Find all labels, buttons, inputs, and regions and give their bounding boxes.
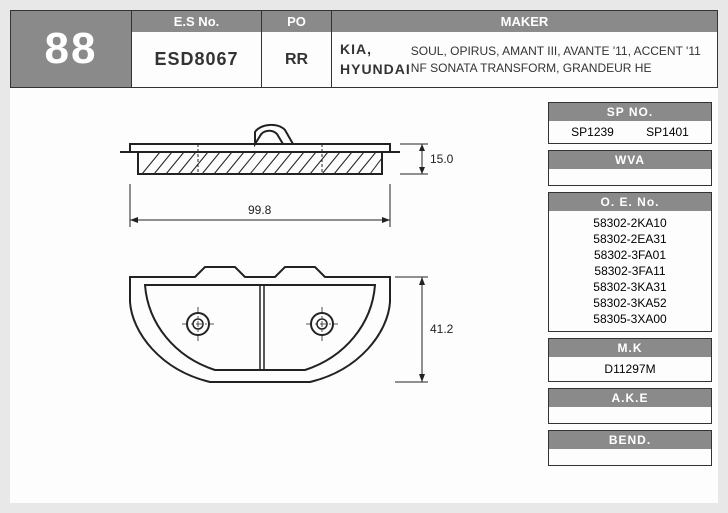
- label-po: PO: [261, 11, 331, 32]
- label-oe-no: O. E. No.: [549, 193, 711, 211]
- po-value: RR: [261, 32, 331, 87]
- box-mk: M.K D11297M: [548, 338, 712, 382]
- sp-val-0: SP1239: [571, 125, 614, 139]
- dim-width: 99.8: [248, 203, 272, 217]
- oe-1: 58302-2EA31: [555, 231, 705, 247]
- es-value: ESD8067: [131, 32, 261, 87]
- oe-0: 58302-2KA10: [555, 215, 705, 231]
- bend-values: [549, 449, 711, 465]
- body: 15.0 99.8: [10, 88, 718, 482]
- label-es: E.S No.: [131, 11, 261, 32]
- ake-values: [549, 407, 711, 423]
- oe-3: 58302-3FA11: [555, 263, 705, 279]
- header: 88 E.S No. PO MAKER ESD8067 RR KIA, HYUN…: [10, 10, 718, 88]
- oe-6: 58305-3XA00: [555, 311, 705, 327]
- dim-height: 41.2: [430, 322, 454, 336]
- dim-width-group: 99.8: [130, 184, 390, 227]
- oe-values: 58302-2KA10 58302-2EA31 58302-3FA01 5830…: [549, 211, 711, 331]
- header-labels: E.S No. PO MAKER: [131, 11, 717, 32]
- oe-2: 58302-3FA01: [555, 247, 705, 263]
- dim-thickness: 15.0: [430, 152, 454, 166]
- front-view: 41.2: [130, 267, 454, 382]
- technical-drawing: 15.0 99.8: [10, 102, 548, 482]
- side-panel: SP NO. SP1239 SP1401 WVA O. E. No. 58302…: [548, 102, 718, 482]
- mk-0: D11297M: [555, 361, 705, 377]
- box-ake: A.K.E: [548, 388, 712, 424]
- box-wva: WVA: [548, 150, 712, 186]
- header-right: E.S No. PO MAKER ESD8067 RR KIA, HYUNDAI…: [131, 11, 717, 87]
- sp-val-1: SP1401: [646, 125, 689, 139]
- oe-5: 58302-3KA52: [555, 295, 705, 311]
- header-values: ESD8067 RR KIA, HYUNDAI SOUL, OPIRUS, AM…: [131, 32, 717, 87]
- label-bend: BEND.: [549, 431, 711, 449]
- spec-sheet: 88 E.S No. PO MAKER ESD8067 RR KIA, HYUN…: [10, 10, 718, 503]
- maker-value: KIA, HYUNDAI SOUL, OPIRUS, AMANT III, AV…: [331, 32, 717, 87]
- box-bend: BEND.: [548, 430, 712, 466]
- maker-title: KIA, HYUNDAI: [340, 40, 411, 79]
- wva-values: [549, 169, 711, 185]
- mk-values: D11297M: [549, 357, 711, 381]
- maker-models: SOUL, OPIRUS, AMANT III, AVANTE '11, ACC…: [411, 43, 709, 77]
- sp-values: SP1239 SP1401: [549, 121, 711, 143]
- brake-pad-diagram: 15.0 99.8: [10, 102, 530, 482]
- box-oe-no: O. E. No. 58302-2KA10 58302-2EA31 58302-…: [548, 192, 712, 332]
- label-sp-no: SP NO.: [549, 103, 711, 121]
- label-ake: A.K.E: [549, 389, 711, 407]
- label-mk: M.K: [549, 339, 711, 357]
- top-view: 15.0: [120, 125, 454, 174]
- box-sp-no: SP NO. SP1239 SP1401: [548, 102, 712, 144]
- oe-4: 58302-3KA31: [555, 279, 705, 295]
- label-wva: WVA: [549, 151, 711, 169]
- label-maker: MAKER: [331, 11, 717, 32]
- page-number: 88: [11, 11, 131, 87]
